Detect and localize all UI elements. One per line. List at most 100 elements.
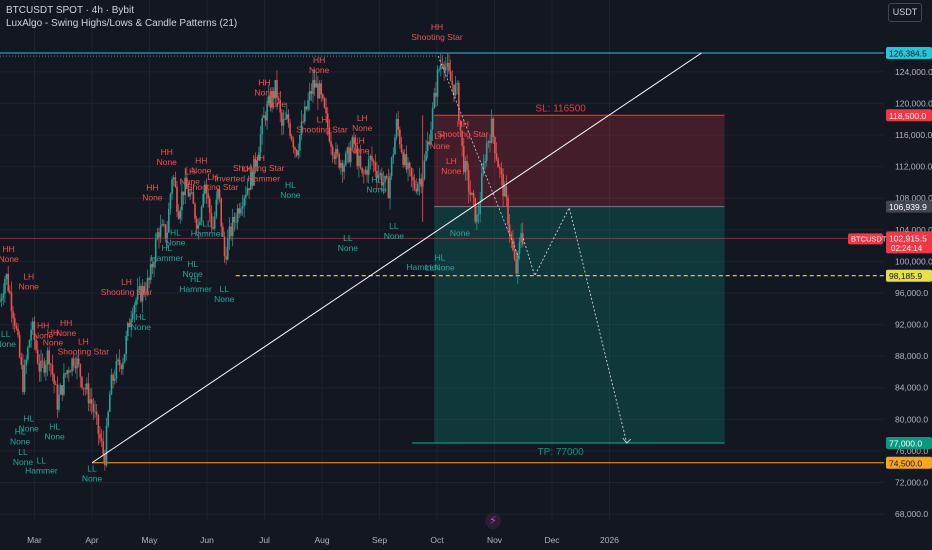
candle-body [338,153,341,168]
entry-price-tag-bg [886,200,932,213]
candle-body [433,92,436,109]
candle-body [387,178,390,199]
candle-body [159,225,162,238]
candle-body [233,217,236,223]
time-tick-label: Oct [430,535,444,545]
candle-body [72,358,75,367]
candle-body [212,226,214,229]
swing-label: Inverted Hammer [214,173,280,183]
candle-body [199,221,201,225]
price-tick-label: 92,000.0 [895,320,928,330]
candle-body [245,194,247,198]
candle-body [13,318,16,326]
candle-body [127,322,129,336]
candle-body [366,169,368,175]
candle-body [471,192,473,195]
candle-body [361,167,363,173]
swing-label: Shooting Star [101,287,153,297]
candle-body [320,83,322,95]
candle-body [89,399,91,404]
candle-body [400,144,403,153]
candle-body [226,238,229,260]
ath-price-tag: 126,384.5 [889,49,927,59]
candle-body [508,224,511,235]
candle-body [102,441,105,455]
candle-body [30,329,32,341]
candle-body [294,147,296,150]
price-tick-label: 108,000.0 [895,193,932,203]
candle-body [12,311,14,319]
swing-label: None [13,457,34,467]
candle-body [358,155,360,167]
candle-body [153,261,155,268]
currency-button[interactable]: USDT [888,3,922,22]
candle-body [428,141,431,145]
candle-body [120,365,123,369]
candle-body [300,121,303,136]
candle-body [123,354,126,363]
swing-label: LH [121,277,132,287]
candle-body [254,159,257,167]
candle-body [379,173,381,175]
swing-label: HL [23,414,34,424]
price-tick-label: 72,000.0 [895,478,928,488]
candle-body [41,360,44,362]
candle-body [308,91,311,101]
swing-label: None [441,166,462,176]
price-tick-label: 84,000.0 [895,383,928,393]
swing-label: None [266,99,287,109]
candle-body [264,115,267,121]
candle-body [195,218,198,229]
candle-body [328,127,331,142]
candle-body [513,250,516,260]
candle-body [476,214,478,222]
candle-body [290,135,293,140]
candle-body [353,137,355,145]
lightning-icon[interactable]: ⚡ [485,513,501,529]
candle-body [369,155,372,160]
candle-body [464,161,467,173]
candle-body [489,141,491,143]
candle-body [415,188,418,192]
candle-body [236,208,239,223]
candle-body [112,374,114,381]
candle-body [505,186,508,198]
candle-body [66,370,68,375]
candle-body [197,224,200,229]
current-price-tag: 102,915.5 [889,233,927,243]
candle-body [326,113,329,128]
candle-body [169,194,172,209]
candle-body [202,193,205,207]
candle-body [307,100,309,110]
tp-text: TP: 77000 [538,447,585,458]
candle-body [50,364,52,365]
time-tick-label: Aug [314,535,329,545]
candle-body [240,208,242,214]
candle-body [140,285,142,302]
swing-label: HH [47,328,59,338]
price-tick-label: 96,000.0 [895,288,928,298]
candle-body [9,290,11,293]
candle-body [161,224,164,226]
swing-label: Hammer [191,229,224,239]
candle-body [7,274,9,291]
candle-body [384,175,386,183]
price-tick-label: 88,000.0 [895,351,928,361]
candle-body [282,119,285,126]
swing-label: None [180,177,201,187]
candle-body [441,64,444,65]
candle-body [418,178,421,185]
candle-body [333,155,336,159]
swing-label: HH [195,155,207,165]
candle-body [302,121,304,123]
candle-body [31,321,34,330]
candle-body [131,313,134,320]
swing-label: LL [18,447,28,457]
candle-body [187,188,190,197]
candle-body [459,120,462,131]
candle-body [167,208,170,233]
candle-body [99,433,101,439]
candle-body [503,186,506,197]
symbol-tag-bg [848,233,883,245]
